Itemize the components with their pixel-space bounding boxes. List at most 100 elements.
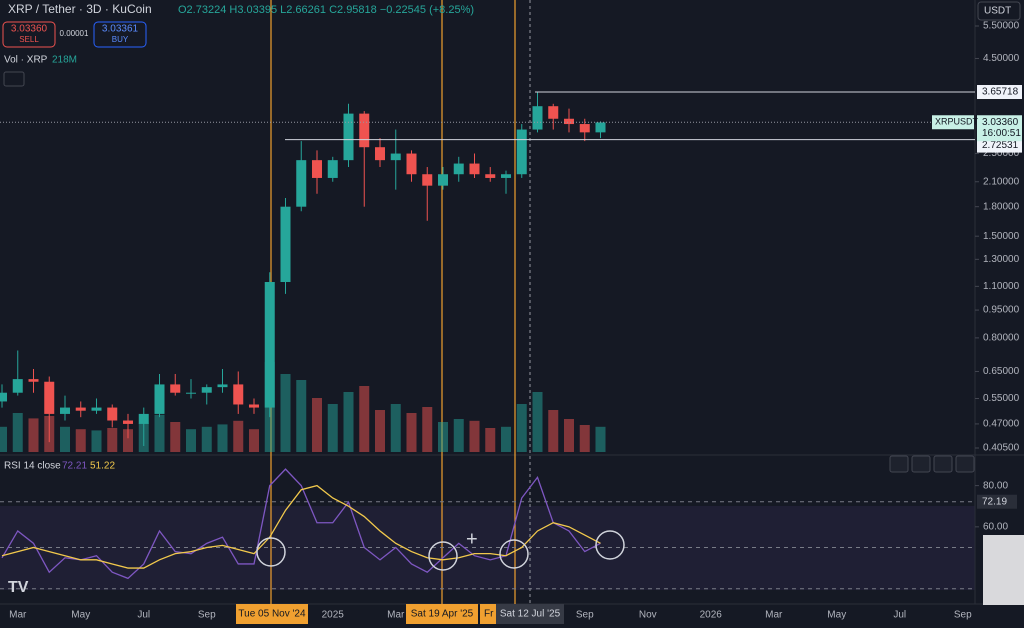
- candle-body: [249, 404, 259, 408]
- volume-bar: [501, 426, 511, 452]
- x-tick-label: 2025: [322, 610, 345, 621]
- volume-bar: [532, 392, 543, 452]
- last-price-label: 3.03360: [982, 117, 1019, 128]
- volume-bar: [60, 426, 70, 452]
- candle-body: [28, 379, 39, 382]
- logo: TV: [8, 579, 29, 596]
- marker-label: Fr: [484, 609, 494, 620]
- volume-bar: [233, 420, 244, 452]
- maximize[interactable]: [933, 455, 953, 473]
- candle-body: [60, 407, 70, 414]
- volume-bar: [280, 374, 291, 452]
- move-up[interactable]: [889, 455, 909, 473]
- current-label: 72.19: [982, 496, 1007, 507]
- current-box: [977, 494, 1017, 509]
- level-label: 3.65718: [982, 87, 1019, 98]
- candle-body: [233, 384, 244, 405]
- candle-body: [579, 124, 590, 133]
- candle-body: [170, 384, 181, 393]
- y-tick-label: 0.65000: [983, 366, 1020, 377]
- candle-body: [501, 174, 511, 178]
- volume-bar: [438, 422, 448, 452]
- y-tick-label: 1.80000: [983, 201, 1020, 212]
- ohlc: O2.73224 H3.03395 L2.66261 C2.95818 −0.2…: [178, 4, 474, 16]
- volume-bar: [186, 429, 196, 452]
- volume-bar: [548, 410, 559, 452]
- volume-bar: [375, 410, 385, 452]
- volume-title: Vol · XRP: [4, 55, 48, 66]
- y-tick-label: 1.30000: [983, 254, 1020, 265]
- volume-bar: [201, 426, 212, 452]
- rsi-value: 72.21: [62, 461, 87, 472]
- candle-body: [75, 407, 86, 411]
- volume-bar: [296, 380, 307, 452]
- volume-bar: [249, 429, 259, 452]
- currency-button[interactable]: [977, 1, 1021, 21]
- volume-bar: [327, 404, 338, 452]
- volume-bar: [516, 404, 527, 452]
- y-tick-label: 1.50000: [983, 231, 1020, 242]
- volume-bar: [107, 428, 118, 452]
- rsi-ma-value: 51.22: [90, 461, 115, 472]
- candle-body: [44, 381, 55, 414]
- y-tick-label: 0.47000: [983, 419, 1020, 430]
- volume-bar: [28, 418, 39, 452]
- candle-body: [453, 163, 464, 175]
- symbol[interactable]: XRP / Tether · 3D · KuCoin: [8, 2, 152, 16]
- sell-price: 3.03360: [11, 24, 48, 35]
- sell-button[interactable]: [2, 21, 56, 48]
- candle-body: [327, 160, 338, 178]
- volume-bar: [217, 424, 228, 452]
- cursor: +: [466, 528, 478, 550]
- x-tick-label: Sep: [954, 610, 972, 621]
- symbol-box: [932, 115, 974, 130]
- candle-body: [186, 392, 196, 394]
- marker-labels: Tue 05 Nov '24 Sat 19 Apr '25 Fr Sat 12 …: [236, 604, 564, 624]
- candle-body: [280, 206, 291, 283]
- marker-label-box: [236, 604, 308, 624]
- collapse-button[interactable]: [3, 71, 25, 87]
- volume-bar: [343, 392, 354, 452]
- candle-body: [123, 420, 133, 424]
- delete[interactable]: [911, 455, 931, 473]
- volume-bar: [485, 428, 496, 452]
- volume-bar: [595, 426, 606, 452]
- candle-body: [422, 174, 433, 186]
- rsi-circles: [256, 530, 625, 571]
- volume-bar: [359, 386, 370, 452]
- buy-button[interactable]: [93, 21, 147, 48]
- last-price-box: [977, 115, 1022, 142]
- volume-bar: [579, 425, 590, 452]
- spread: 0.00001: [60, 29, 89, 38]
- candle-body: [12, 379, 23, 393]
- candle-body: [359, 113, 370, 148]
- candle-body: [438, 174, 448, 186]
- level-label: 2.72531: [982, 140, 1019, 151]
- candle-body: [201, 387, 212, 393]
- candle-body: [375, 147, 385, 161]
- circle: [595, 530, 625, 560]
- volume-bar: [453, 419, 464, 452]
- x-tick-label: Jul: [137, 610, 150, 621]
- sell-label: SELL: [19, 35, 39, 44]
- candle-body: [548, 106, 559, 119]
- volume-bar: [312, 398, 322, 452]
- y-tick-label: 80.00: [983, 480, 1008, 491]
- volume-bar: [0, 426, 7, 452]
- currency: USDT: [984, 6, 1011, 17]
- marker-label: Tue 05 Nov '24: [238, 609, 306, 620]
- candle-body: [217, 384, 228, 388]
- x-tick-label: May: [827, 610, 846, 621]
- y-tick-label: 0.40500: [983, 443, 1020, 454]
- candle-body: [312, 160, 322, 178]
- y-tick-label: 60.00: [983, 521, 1008, 532]
- restore[interactable]: [955, 455, 975, 473]
- y-tick-label: 2.10000: [983, 176, 1020, 187]
- countdown: 16:00:51: [982, 128, 1021, 139]
- x-tick-label: Mar: [387, 610, 405, 621]
- candle-body: [91, 407, 102, 411]
- level-label-box: [977, 85, 1022, 100]
- volume-bar: [422, 407, 433, 452]
- x-tick-label: Mar: [9, 610, 27, 621]
